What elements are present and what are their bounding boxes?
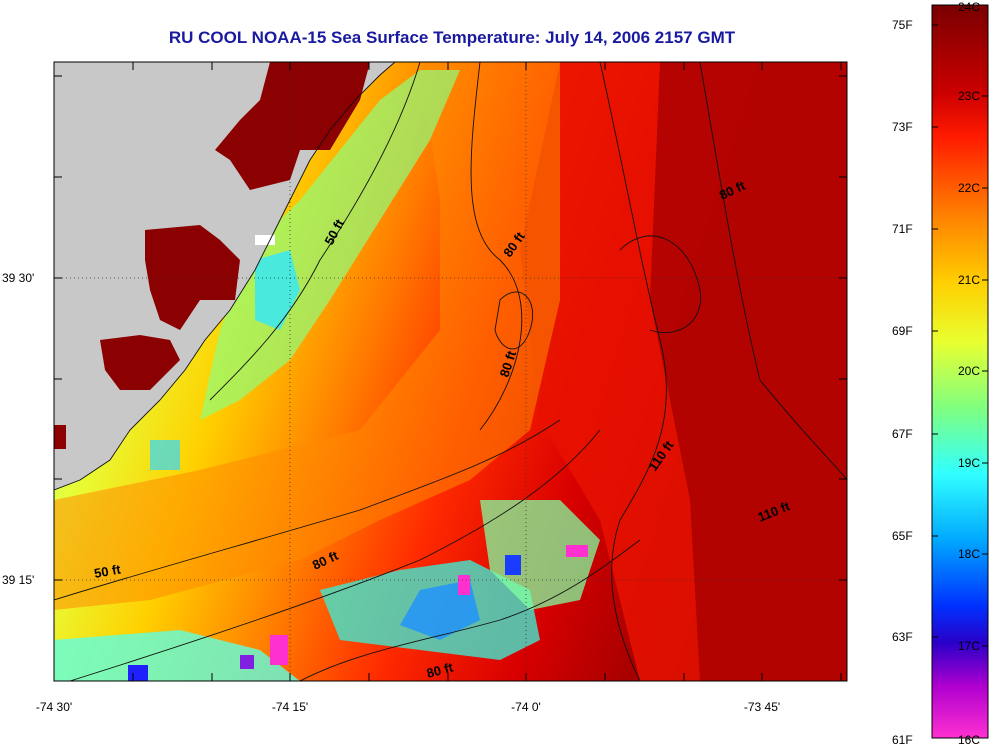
- colorbar: [931, 4, 989, 739]
- colorbar-c-label: 19C: [958, 456, 981, 470]
- colorbar-c-label: 22C: [958, 181, 981, 195]
- colorbar-c-label: 16C: [958, 733, 981, 747]
- colorbar-f-label: 73F: [892, 120, 913, 134]
- colorbar-ticks: [932, 24, 988, 647]
- lon-label: -74 0': [511, 700, 541, 714]
- map-title-text: RU COOL NOAA-15 Sea Surface Temperature:…: [168, 28, 736, 47]
- colorbar-c-label: 23C: [958, 89, 981, 103]
- bathymetry-contours: [54, 62, 847, 681]
- colorbar-c-label: 18C: [958, 547, 981, 561]
- colorbar-c-label: 21C: [958, 273, 981, 287]
- graticule: [54, 62, 847, 681]
- colorbar-f-label: 63F: [892, 630, 913, 644]
- colorbar-f-label: 61F: [892, 733, 913, 747]
- colorbar-f-label: 67F: [892, 427, 913, 441]
- axis-ticks: [53, 62, 847, 681]
- contour-label: 50 ft: [93, 561, 123, 581]
- colorbar-f-label: 65F: [892, 529, 913, 543]
- colorbar-c-label: 17C: [958, 639, 981, 653]
- lon-label: -74 30': [35, 700, 73, 714]
- colorbar-c-label: 20C: [958, 364, 981, 378]
- lon-label: -73 45': [743, 700, 781, 714]
- lat-label: 39 30': [2, 271, 35, 285]
- sst-field: [54, 62, 847, 681]
- colorbar-f-label: 69F: [892, 324, 913, 338]
- lon-label: -74 15': [271, 700, 309, 714]
- colorbar-c-label: 24C: [958, 0, 981, 14]
- colorbar-f-label: 71F: [892, 222, 913, 236]
- colorbar-f-label: 75F: [892, 18, 913, 32]
- plot-frame: [53, 61, 848, 682]
- lat-label: 39 15': [2, 573, 35, 587]
- contour-label: 80 ft: [425, 659, 455, 681]
